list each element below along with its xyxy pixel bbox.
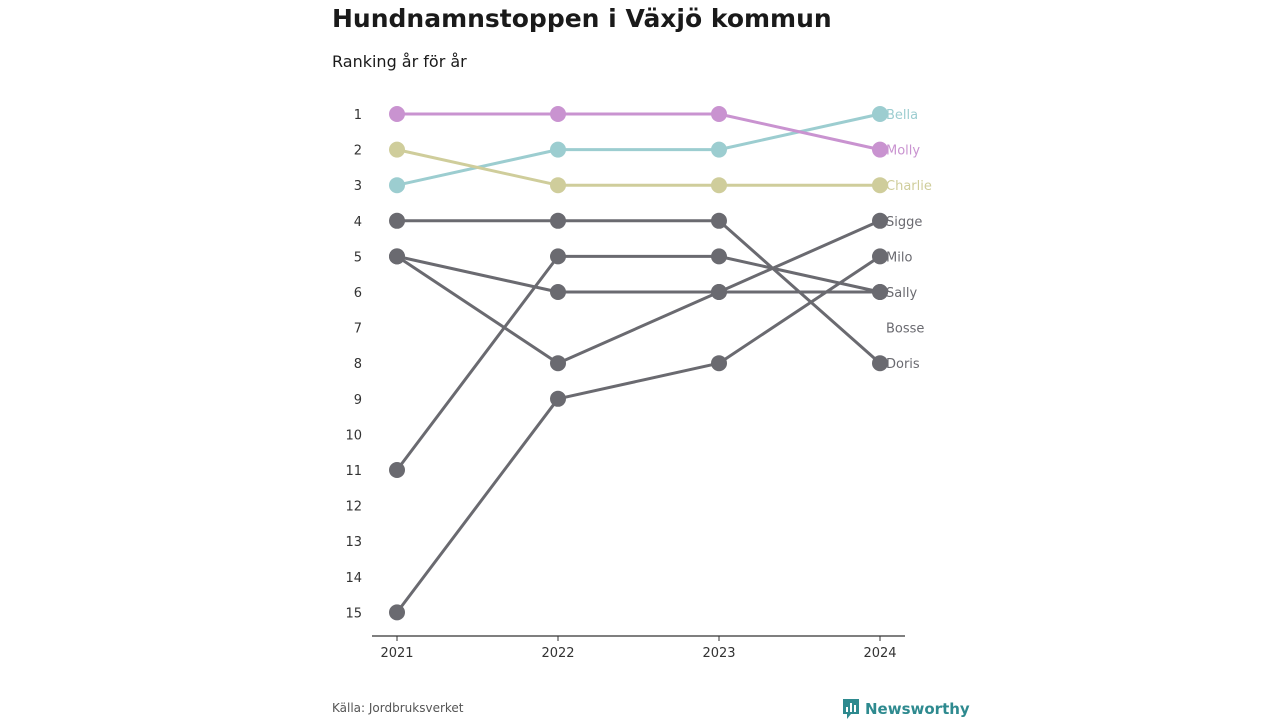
point-sally-2023 — [711, 248, 727, 265]
point-molly-2023 — [711, 106, 727, 122]
end-label-molly: Molly — [886, 144, 920, 159]
point-molly-2022 — [550, 106, 566, 122]
y-tick-label-11: 11 — [345, 464, 362, 479]
point-charlie-2024 — [872, 177, 888, 194]
brand-logo: Newsworthy — [842, 697, 970, 721]
line-doris — [395, 219, 882, 365]
end-label-doris: Doris — [886, 357, 920, 372]
y-tick-label-12: 12 — [345, 500, 362, 515]
y-tick-label-2: 2 — [354, 144, 362, 159]
x-tick-label-2022: 2022 — [541, 646, 574, 661]
point-charlie-2022 — [550, 177, 566, 194]
end-label-milo: Milo — [886, 250, 912, 265]
point-charlie-2023 — [711, 177, 727, 194]
y-tick-label-14: 14 — [345, 571, 362, 586]
y-tick-label-7: 7 — [354, 322, 362, 337]
line-sally — [395, 254, 882, 472]
point-doris-2023 — [711, 212, 727, 229]
point-sally-2021 — [389, 462, 405, 478]
chart-title: Hundnamnstoppen i Växjö kommun — [332, 4, 832, 33]
y-tick-label-8: 8 — [354, 357, 362, 372]
y-tick-label-6: 6 — [354, 286, 362, 301]
point-doris-2024 — [872, 355, 888, 372]
point-sigge-2022 — [550, 355, 566, 372]
point-sigge-2024 — [872, 212, 888, 229]
point-bella-2023 — [711, 141, 727, 158]
point-milo-2022 — [550, 390, 566, 407]
line-charlie — [395, 148, 882, 187]
point-bella-2021 — [389, 177, 405, 194]
point-milo-2021 — [389, 604, 405, 621]
point-milo-2024 — [872, 248, 888, 265]
line-bella — [395, 112, 882, 187]
point-bosse-2024 — [872, 284, 888, 300]
point-molly-2021 — [389, 106, 405, 122]
y-tick-label-9: 9 — [354, 393, 362, 408]
point-bosse-2021 — [389, 248, 405, 265]
point-bella-2024 — [872, 106, 888, 122]
point-charlie-2021 — [389, 141, 405, 158]
y-tick-label-13: 13 — [345, 535, 362, 550]
y-tick-label-15: 15 — [345, 606, 362, 621]
series-end-labels: Bella Molly Charlie Sigge Milo Sally Bosse Dori… — [886, 108, 932, 372]
end-label-bosse: Bosse — [886, 322, 924, 337]
y-tick-label-1: 1 — [354, 108, 362, 123]
point-bella-2022 — [550, 141, 566, 158]
line-bosse — [395, 254, 882, 294]
end-label-charlie: Charlie — [886, 179, 932, 194]
end-label-sally: Sally — [886, 286, 917, 301]
x-tick-label-2023: 2023 — [702, 646, 735, 661]
series-lines — [395, 112, 882, 614]
line-sigge — [395, 219, 882, 365]
end-label-sigge: Sigge — [886, 215, 922, 230]
x-tick-label-2024: 2024 — [863, 646, 896, 661]
line-molly — [395, 112, 882, 152]
point-bosse-2022 — [550, 284, 566, 300]
chart-subtitle: Ranking år för år — [332, 52, 467, 71]
series-points — [389, 106, 888, 621]
y-tick-label-10: 10 — [345, 428, 362, 443]
point-molly-2024 — [872, 141, 888, 158]
y-tick-label-5: 5 — [354, 250, 362, 265]
point-bosse-2023 — [711, 284, 727, 300]
y-tick-label-3: 3 — [354, 179, 362, 194]
newsworthy-logo-icon — [843, 699, 859, 719]
point-sally-2022 — [550, 248, 566, 265]
brand-name: Newsworthy — [865, 700, 970, 718]
y-tick-label-4: 4 — [354, 215, 362, 230]
point-milo-2023 — [711, 355, 727, 372]
x-axis: 2021 2022 2023 2024 — [372, 635, 905, 661]
end-label-bella: Bella — [886, 108, 918, 123]
point-doris-2021 — [389, 212, 405, 229]
point-doris-2022 — [550, 212, 566, 229]
x-tick-label-2021: 2021 — [380, 646, 413, 661]
line-milo — [395, 254, 882, 614]
source-note: Källa: Jordbruksverket — [332, 701, 464, 715]
